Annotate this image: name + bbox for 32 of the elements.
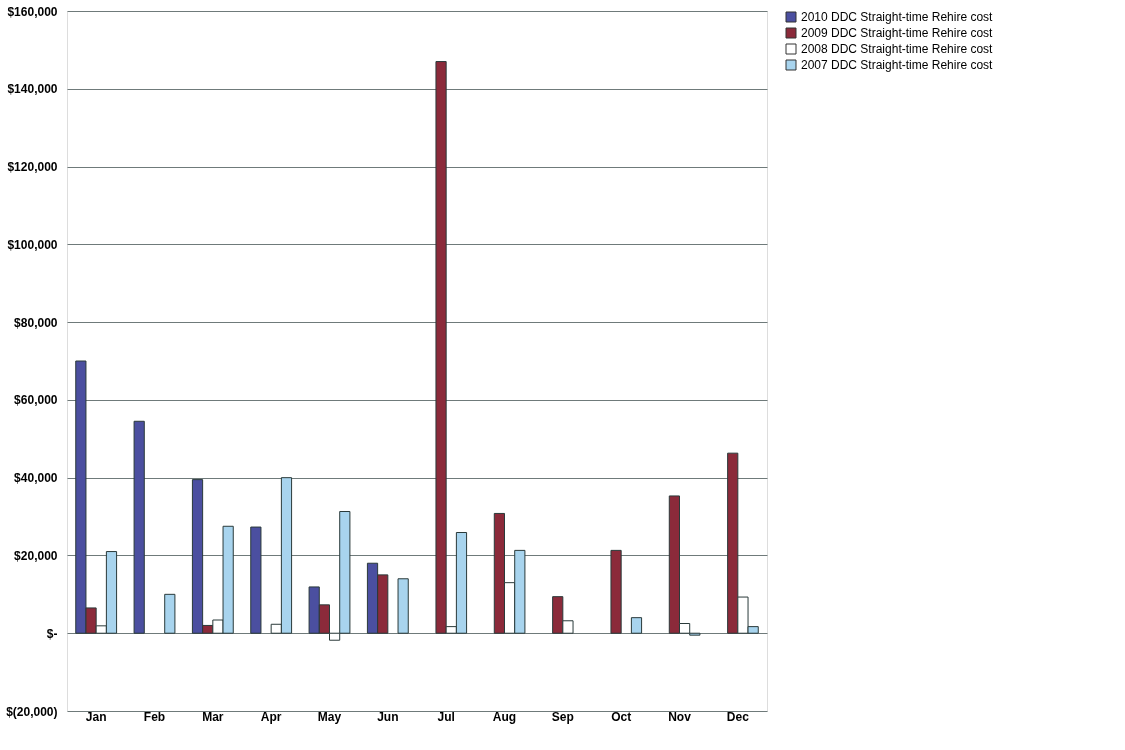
bar: [610, 549, 622, 634]
x-tick-label: May: [317, 709, 342, 724]
legend-label: 2009 DDC Straight-time Rehire cost: [801, 26, 994, 40]
y-tick-label: $(20,000): [6, 704, 58, 719]
y-tick-label: $20,000: [14, 548, 58, 563]
legend-label: 2008 DDC Straight-time Rehire cost: [801, 42, 994, 56]
x-tick-label: Oct: [611, 709, 632, 724]
y-tick-label: $140,000: [7, 82, 58, 97]
x-tick-label: Mar: [202, 709, 224, 724]
y-tick-label: $60,000: [14, 393, 58, 408]
x-tick-label: Nov: [668, 709, 692, 724]
x-tick-label: Apr: [260, 709, 282, 724]
bar: [630, 617, 643, 634]
x-tick-label: Jan: [85, 709, 107, 724]
bar: [250, 526, 262, 634]
y-tick-label: $-: [46, 626, 58, 641]
bar: [133, 420, 145, 634]
y-tick-label: $160,000: [7, 4, 58, 19]
x-tick-label: Jun: [377, 709, 399, 724]
legend-label: 2007 DDC Straight-time Rehire cost: [801, 58, 994, 72]
x-tick-label: Sep: [551, 709, 574, 724]
y-tick-label: $120,000: [7, 160, 58, 175]
x-tick-label: Jul: [437, 709, 455, 724]
bar: [164, 593, 176, 634]
x-tick-label: Dec: [726, 709, 750, 724]
y-tick-label: $80,000: [14, 315, 58, 330]
y-tick-label: $100,000: [7, 237, 58, 252]
x-tick-label: Aug: [492, 709, 517, 724]
legend-label: 2010 DDC Straight-time Rehire cost: [801, 10, 994, 24]
bar: [397, 578, 409, 634]
x-tick-label: Feb: [143, 709, 166, 724]
y-tick-label: $40,000: [14, 471, 58, 486]
